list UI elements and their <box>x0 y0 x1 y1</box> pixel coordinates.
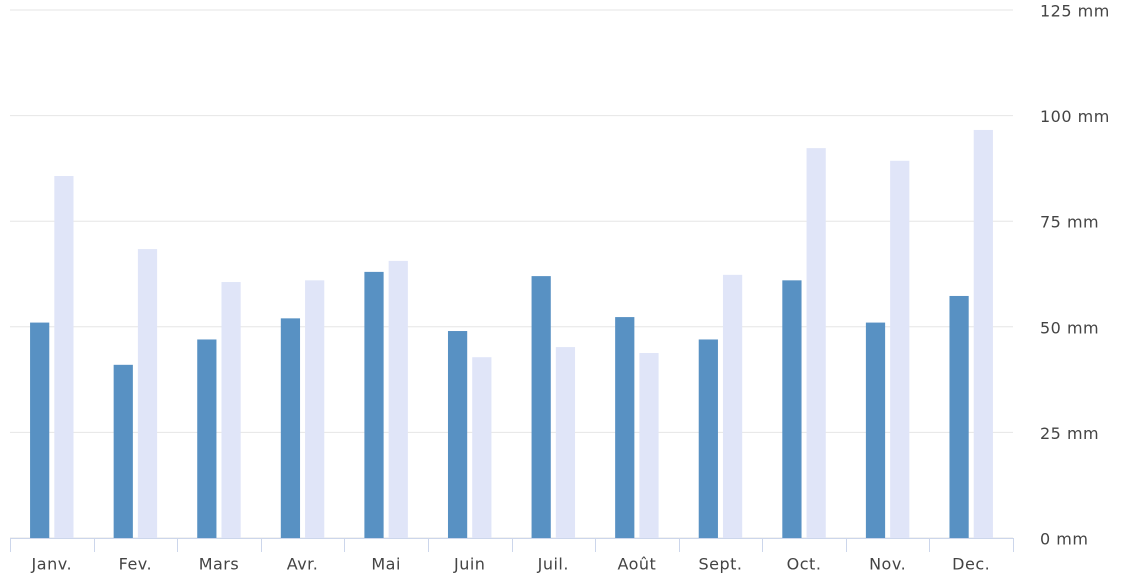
y-tick-label: 100 mm <box>1040 107 1110 126</box>
bar <box>722 274 743 538</box>
x-tick-label: Oct. <box>787 555 822 574</box>
x-tick-label: Avr. <box>287 555 319 574</box>
y-tick-label: 75 mm <box>1040 213 1099 232</box>
bar <box>137 249 158 538</box>
bar <box>806 148 826 538</box>
bar <box>531 276 551 538</box>
bar <box>388 260 408 538</box>
y-tick-label: 0 mm <box>1040 530 1088 549</box>
bar <box>973 129 993 538</box>
bar <box>113 364 133 538</box>
bar <box>280 318 301 538</box>
x-tick-label: Janv. <box>31 555 72 574</box>
bar <box>364 271 384 538</box>
y-tick-label: 25 mm <box>1040 424 1099 443</box>
bar <box>472 357 492 538</box>
bar <box>555 347 576 538</box>
y-tick-label: 50 mm <box>1040 318 1099 337</box>
bar <box>890 160 910 538</box>
bar <box>221 282 241 538</box>
x-tick-label: Août <box>617 555 656 574</box>
bar <box>782 280 802 538</box>
x-tick-label: Dec. <box>952 555 990 574</box>
bar <box>305 280 325 538</box>
bar <box>54 176 74 538</box>
bar <box>949 295 969 538</box>
x-tick-label: Mars <box>199 555 240 574</box>
x-tick-label: Juil. <box>537 555 569 574</box>
bar <box>615 317 635 538</box>
bar <box>30 322 50 538</box>
bar <box>639 352 659 538</box>
bar <box>197 339 217 538</box>
x-tick-label: Juin <box>453 555 485 574</box>
x-tick-label: Mai <box>371 555 401 574</box>
x-tick-label: Nov. <box>869 555 906 574</box>
x-tick-label: Fev. <box>119 555 152 574</box>
bar <box>447 331 468 538</box>
x-tick-label: Sept. <box>698 555 742 574</box>
y-tick-label: 125 mm <box>1040 2 1110 21</box>
bar <box>865 322 886 538</box>
bar <box>698 339 718 538</box>
